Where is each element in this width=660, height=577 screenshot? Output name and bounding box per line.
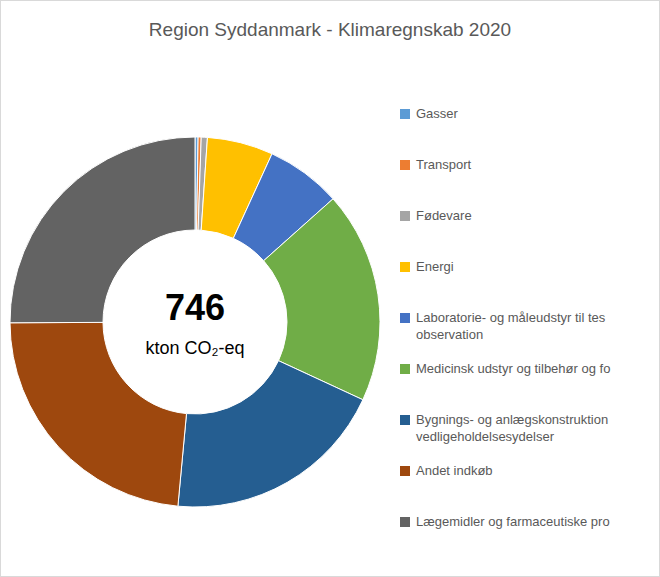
legend-label: Fødevare	[416, 208, 472, 223]
legend-label: Transport	[416, 157, 472, 172]
legend-swatch	[400, 517, 410, 527]
legend-label: Lægemidler og farmaceutiske pro	[416, 514, 610, 529]
slice	[178, 361, 363, 507]
legend-swatch	[400, 109, 410, 119]
legend-label-line: Energi	[416, 259, 454, 274]
legend-label-line: Laboratorie- og måleudstyr til tes	[416, 310, 606, 325]
legend-label: Gasser	[416, 106, 459, 121]
donut	[10, 137, 380, 507]
legend-label: Andet indkøb	[416, 463, 493, 478]
legend-label-line: Fødevare	[416, 208, 472, 223]
legend: Gasser Transport Fødevare Energi Laboratorie…	[400, 106, 610, 529]
legend-label-line: Medicinsk udstyr og tilbehør og fo	[416, 361, 610, 376]
legend-swatch	[400, 313, 410, 323]
legend-label-line: Gasser	[416, 106, 459, 121]
total: 746	[165, 287, 225, 328]
legend-swatch	[400, 262, 410, 272]
chart: Region Syddanmark - Klimaregnskab 2020 74…	[0, 0, 660, 577]
legend-swatch	[400, 160, 410, 170]
legend-label-line: Andet indkøb	[416, 463, 493, 478]
total-unit: kton CO₂-eq	[145, 338, 244, 358]
frame	[1, 1, 660, 577]
legend-swatch	[400, 211, 410, 221]
legend-label-line: Transport	[416, 157, 472, 172]
legend-swatch	[400, 466, 410, 476]
title: Region Syddanmark - Klimaregnskab 2020	[149, 19, 511, 40]
legend-label-line: Lægemidler og farmaceutiske pro	[416, 514, 610, 529]
legend-label-line: observation	[416, 327, 483, 342]
legend-label-line: Bygnings- og anlægskonstruktion	[416, 412, 608, 427]
legend-label: Energi	[416, 259, 454, 274]
legend-label: Bygnings- og anlægskonstruktion vedligeho…	[416, 412, 608, 444]
legend-label-line: vedligeholdelsesydelser	[416, 429, 555, 444]
legend-swatch	[400, 415, 410, 425]
legend-label: Medicinsk udstyr og tilbehør og fo	[416, 361, 610, 376]
legend-label: Laboratorie- og måleudstyr til tes observ…	[416, 310, 606, 342]
legend-swatch	[400, 364, 410, 374]
